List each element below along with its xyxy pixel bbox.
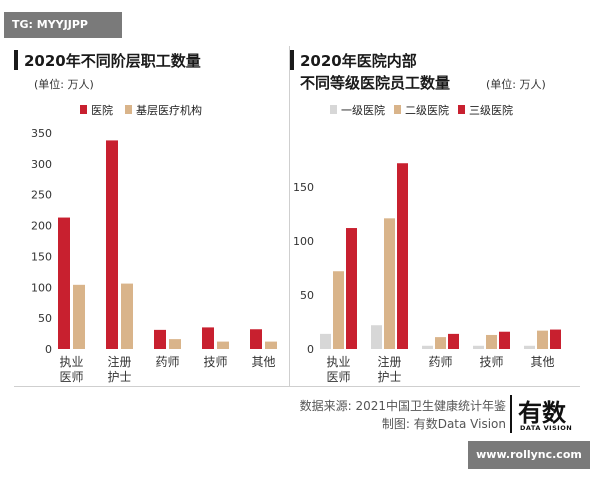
right-chart-title-line1: 2020年医院内部 — [300, 52, 417, 70]
bar — [121, 283, 133, 349]
x-tick-label: 护士 — [107, 370, 131, 384]
y-tick-label: 100 — [293, 235, 314, 248]
bar — [524, 345, 535, 349]
legend-swatch — [394, 105, 401, 114]
x-tick-label: 其他 — [251, 355, 275, 369]
bar — [217, 341, 229, 349]
right-chart-title-line2: 不同等级医院员工数量 — [300, 74, 451, 92]
x-tick-label: 药师 — [428, 355, 452, 369]
left-unit-label: (单位: 万人) — [34, 78, 94, 91]
bar — [154, 329, 166, 349]
right-title-accent — [290, 50, 294, 70]
x-tick-label: 其他 — [530, 355, 554, 369]
bar — [550, 329, 561, 349]
right-unit-label: (单位: 万人) — [486, 78, 546, 91]
legend-label: 一级医院 — [341, 103, 385, 117]
bar — [169, 339, 181, 349]
x-tick-label: 医师 — [59, 370, 83, 384]
bar — [499, 331, 510, 349]
bar — [58, 217, 70, 349]
bar — [486, 334, 497, 349]
legend-swatch — [330, 105, 337, 114]
x-tick-label: 注册 — [107, 354, 131, 369]
y-tick-label: 100 — [31, 281, 52, 294]
legend-swatch — [458, 105, 465, 114]
x-tick-label: 执业 — [326, 355, 350, 369]
legend-label: 二级医院 — [405, 103, 449, 117]
panel-divider — [289, 46, 290, 386]
x-tick-label: 护士 — [377, 370, 401, 384]
left-title-accent — [14, 50, 18, 70]
y-tick-label: 200 — [31, 220, 52, 233]
bar — [106, 140, 118, 349]
y-tick-label: 150 — [293, 181, 314, 194]
chart-credit: 制图: 有数Data Vision — [381, 417, 506, 431]
bar — [265, 341, 277, 349]
brand-logo-subtitle: DATA VISION — [520, 424, 573, 432]
y-tick-label: 300 — [31, 158, 52, 171]
x-tick-label: 执业 — [59, 355, 83, 369]
y-tick-label: 0 — [45, 343, 52, 356]
legend-label: 医院 — [91, 103, 113, 117]
bar — [473, 345, 484, 349]
logo-divider — [510, 395, 512, 433]
bar — [422, 345, 433, 349]
x-tick-label: 药师 — [155, 355, 179, 369]
x-tick-label: 技师 — [203, 355, 227, 369]
bar — [250, 329, 262, 349]
y-tick-label: 0 — [307, 343, 314, 356]
legend-swatch — [80, 105, 87, 114]
left-chart-title: 2020年不同阶层职工数量 — [24, 52, 201, 70]
x-tick-label: 注册 — [377, 354, 401, 369]
brand-logo: 有数 — [518, 399, 566, 427]
bar — [397, 163, 408, 349]
y-tick-label: 250 — [31, 189, 52, 202]
bar — [537, 330, 548, 349]
legend-swatch — [125, 105, 132, 114]
chart-frame — [14, 94, 580, 387]
site-url-tag: www.rollync.com — [468, 441, 590, 469]
y-tick-label: 50 — [300, 289, 314, 302]
bar — [384, 218, 395, 349]
bar — [333, 271, 344, 349]
data-source: 数据来源: 2021中国卫生健康统计年鉴 — [299, 399, 506, 413]
legend-label: 三级医院 — [469, 103, 513, 117]
watermark-tag: TG: MYYJJPP — [4, 12, 122, 38]
bar — [73, 284, 85, 349]
y-tick-label: 350 — [31, 127, 52, 140]
bar — [202, 327, 214, 349]
bar — [371, 325, 382, 349]
y-tick-label: 150 — [31, 250, 52, 263]
bar — [346, 228, 357, 349]
bar — [320, 333, 331, 349]
bar — [435, 337, 446, 349]
bar — [448, 333, 459, 349]
y-tick-label: 50 — [38, 312, 52, 325]
x-tick-label: 技师 — [479, 355, 503, 369]
x-tick-label: 医师 — [326, 370, 350, 384]
legend-label: 基层医疗机构 — [136, 103, 202, 117]
